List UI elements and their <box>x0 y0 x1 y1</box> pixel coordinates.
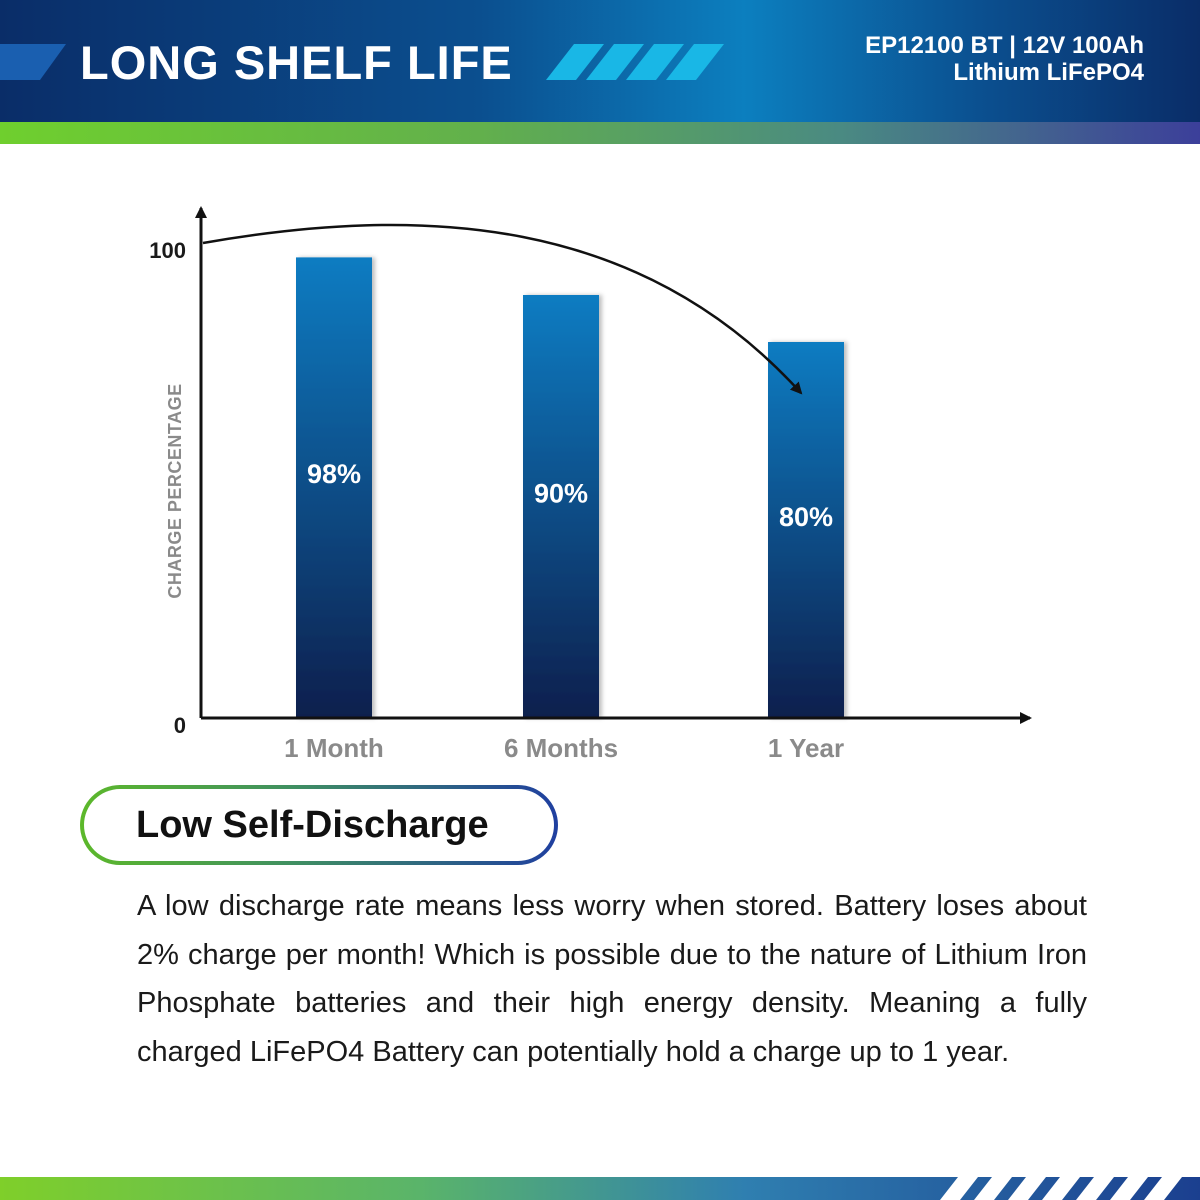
header-stripes-decoration <box>546 44 724 80</box>
x-category-label-0: 1 Month <box>284 733 384 763</box>
trend-arrow <box>202 223 803 395</box>
section-description: A low discharge rate means less worry wh… <box>137 890 1087 1068</box>
page-title: LONG SHELF LIFE <box>80 36 513 89</box>
header-banner: LONG SHELF LIFE EP12100 BT | 12V 100Ah L… <box>0 0 1200 122</box>
x-category-label-1: 6 Months <box>504 733 618 763</box>
footer-stripes-decoration <box>940 1177 1182 1200</box>
y-tick-label-0: 0 <box>174 713 186 738</box>
bar-value-label-2: 80% <box>779 502 833 532</box>
footer-band <box>0 1177 1200 1200</box>
bar-0 <box>296 257 372 718</box>
x-category-label-2: 1 Year <box>768 733 844 763</box>
model-info: EP12100 BT | 12V 100Ah Lithium LiFePO4 <box>865 32 1144 86</box>
model-line-1: EP12100 BT | 12V 100Ah <box>865 32 1144 59</box>
section-heading-pill: Low Self-Discharge <box>80 785 558 865</box>
section-heading: Low Self-Discharge <box>136 803 489 846</box>
section-heading-pill-inner: Low Self-Discharge <box>84 789 554 861</box>
y-axis-label: CHARGE PERCENTAGE <box>165 383 185 598</box>
header-left-accent-shape <box>0 44 66 80</box>
header-gradient-band <box>0 122 1200 144</box>
bar-chart: 98% 90% 80% 0 100 CHARGE PERCENTAGE 1 Month 6 M… <box>149 206 1032 763</box>
bar-value-label-1: 90% <box>534 478 588 508</box>
y-tick-label-100: 100 <box>149 238 186 263</box>
model-line-2: Lithium LiFePO4 <box>953 59 1144 86</box>
bar-2 <box>768 342 844 718</box>
bar-1 <box>523 295 599 718</box>
bar-value-label-0: 98% <box>307 459 361 489</box>
